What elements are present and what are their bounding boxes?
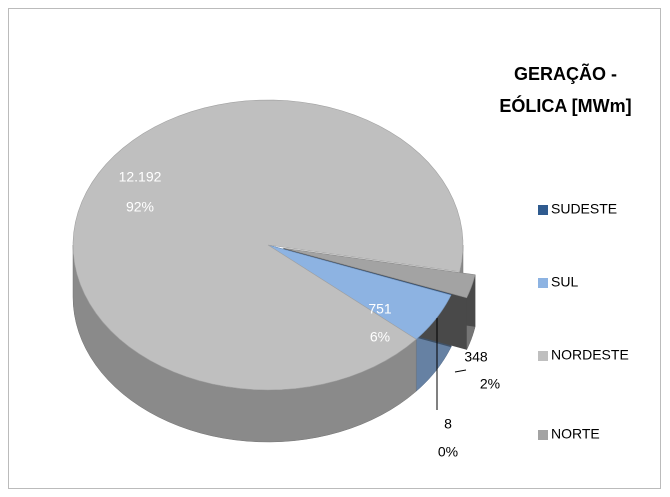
leader-line <box>454 369 467 373</box>
slice <box>283 247 476 299</box>
legend-swatch <box>538 351 548 361</box>
percent-label: 2% <box>480 376 500 392</box>
legend-swatch <box>538 430 548 440</box>
legend-label: NORTE <box>551 426 600 442</box>
slice <box>72 99 464 391</box>
legend-label: SUL <box>551 274 578 290</box>
legend-label: NORDESTE <box>551 347 629 363</box>
legend-label: SUDESTE <box>551 201 617 217</box>
percent-label: 92% <box>126 199 154 215</box>
value-label: 751 <box>368 301 392 317</box>
value-label: 12.192 <box>119 169 162 185</box>
legend-swatch <box>538 278 548 288</box>
value-label: 8 <box>444 416 452 432</box>
chart-title: GERAÇÃO - EÓLICA [MWm] <box>499 64 632 116</box>
legend-swatch <box>538 205 548 215</box>
percent-label: 6% <box>370 329 390 345</box>
value-label: 348 <box>464 349 488 365</box>
percent-label: 0% <box>438 444 458 460</box>
slice <box>267 244 452 340</box>
